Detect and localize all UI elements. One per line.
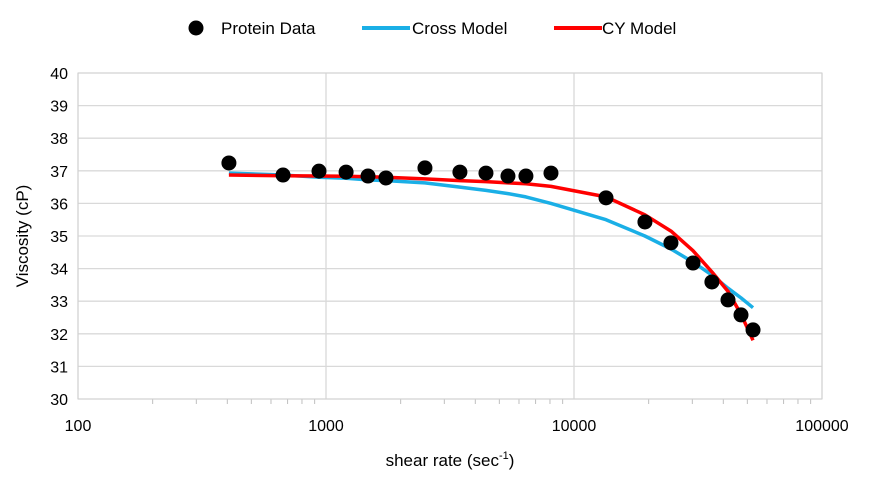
x-axis-label-main: shear rate (sec <box>386 451 500 470</box>
x-tick-labels: 100 1000 10000 100000 <box>65 418 849 435</box>
data-point <box>417 160 433 176</box>
y-tick-label: 34 <box>50 262 68 279</box>
y-tick-label: 32 <box>50 327 68 344</box>
x-axis-label-sup: -1 <box>499 450 509 462</box>
data-point <box>500 168 516 184</box>
data-point <box>478 165 494 181</box>
data-point <box>685 255 701 271</box>
data-point <box>360 168 376 184</box>
series-line-cy-model <box>228 173 755 342</box>
y-tick-label: 39 <box>50 99 68 116</box>
data-point <box>311 163 327 179</box>
y-tick-label: 36 <box>50 196 68 213</box>
plot-area-border <box>77 72 823 400</box>
y-tick-label: 37 <box>50 164 68 181</box>
y-tick-label: 31 <box>50 359 68 376</box>
y-tick-label: 40 <box>50 66 68 83</box>
data-point <box>598 190 614 206</box>
data-point <box>378 170 394 186</box>
y-tick-label: 38 <box>50 131 68 148</box>
legend: Protein Data Cross Model CY Model <box>188 19 676 38</box>
x-axis-label: shear rate (sec-1) <box>386 450 515 470</box>
y-tick-label: 35 <box>50 229 68 246</box>
data-point <box>720 292 736 308</box>
legend-label-cy-model: CY Model <box>602 19 676 38</box>
data-point <box>543 165 559 181</box>
series-lines <box>228 171 755 342</box>
x-axis-label-end: ) <box>509 451 515 470</box>
y-tick-label: 33 <box>50 294 68 311</box>
data-point <box>338 164 354 180</box>
data-point <box>275 167 291 183</box>
data-point <box>221 155 237 171</box>
y-tick-label: 30 <box>50 392 68 409</box>
x-tick-label: 100000 <box>795 418 848 435</box>
y-tick-labels: 30 31 32 33 34 35 36 37 38 39 40 <box>50 66 68 409</box>
y-axis-label: Viscosity (cP) <box>13 185 32 288</box>
data-point <box>637 214 653 230</box>
grid <box>77 72 823 404</box>
x-tick-label: 10000 <box>552 418 597 435</box>
data-point <box>663 235 679 251</box>
legend-label-protein-data: Protein Data <box>221 19 316 38</box>
x-tick-label: 100 <box>65 418 92 435</box>
data-points <box>221 155 761 338</box>
legend-label-cross-model: Cross Model <box>412 19 507 38</box>
legend-marker-protein-data <box>188 20 204 36</box>
data-point <box>518 168 534 184</box>
data-point <box>452 164 468 180</box>
data-point <box>745 322 761 338</box>
data-point <box>733 307 749 323</box>
x-tick-label: 1000 <box>308 418 344 435</box>
data-point <box>704 274 720 290</box>
